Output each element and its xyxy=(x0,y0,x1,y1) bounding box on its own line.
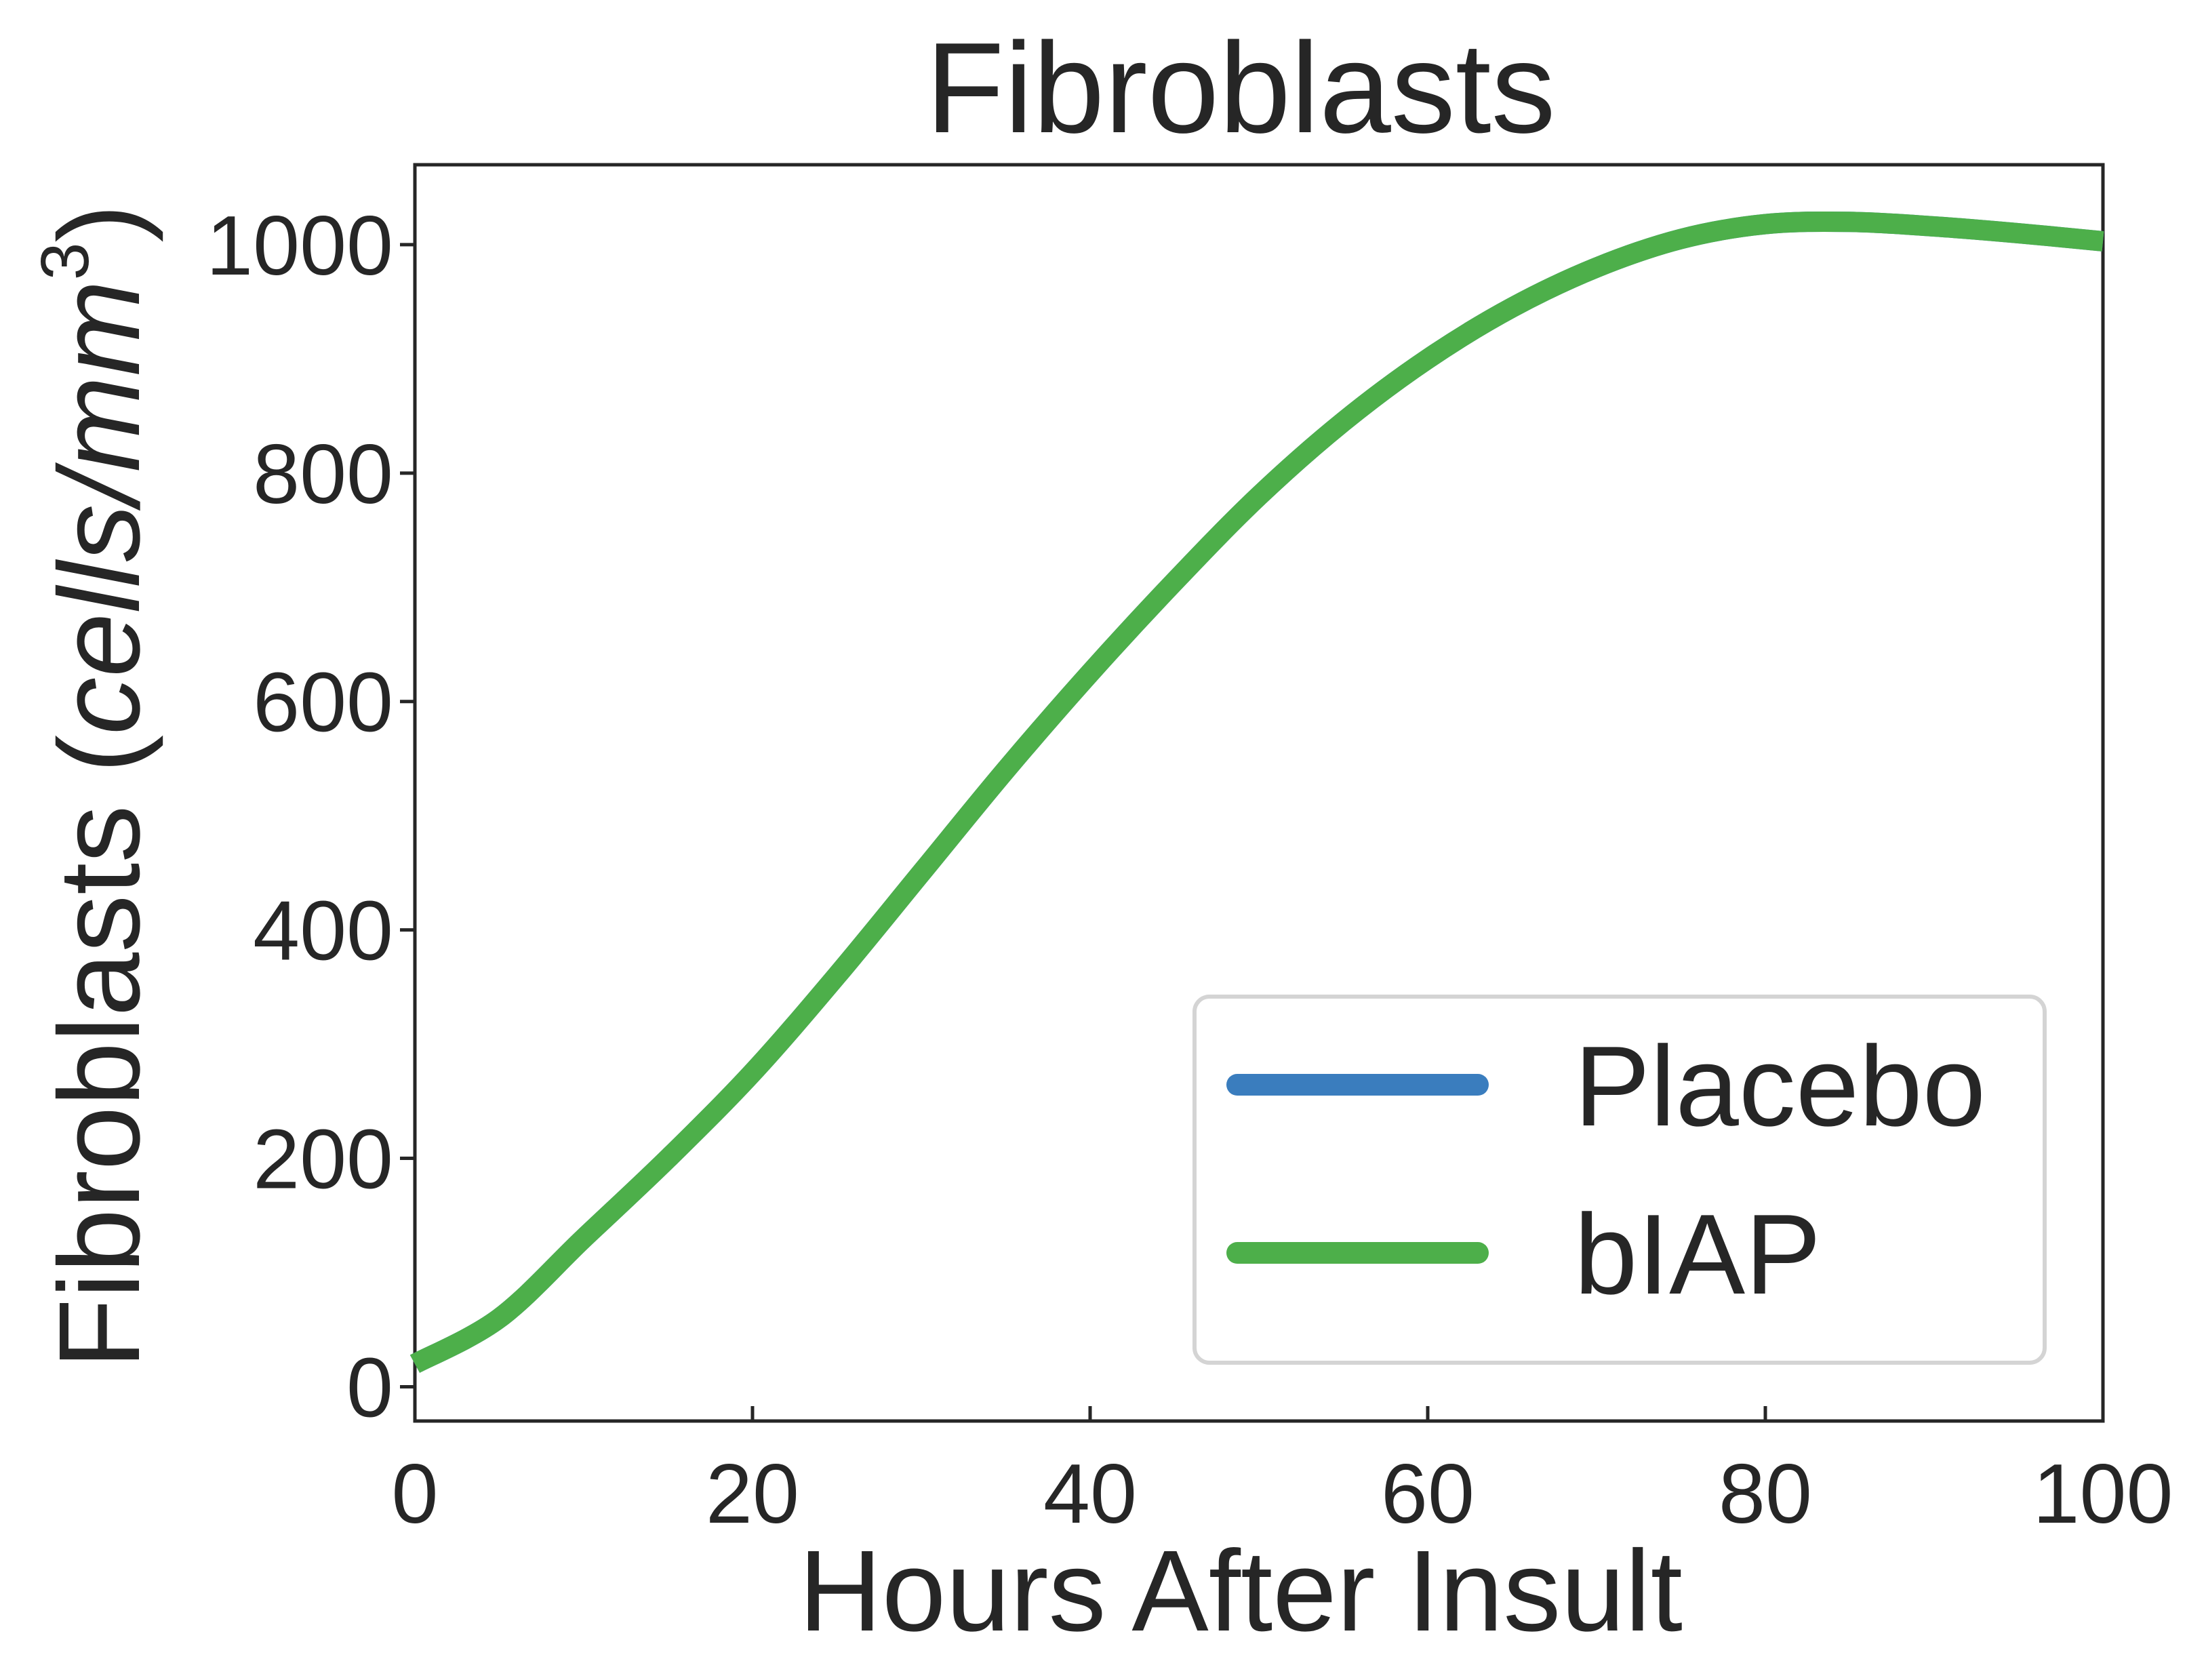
x-axis-label: Hours After Insult xyxy=(799,1527,1683,1656)
x-tick-label-80: 80 xyxy=(1719,1447,1812,1541)
y-tick-label-600: 600 xyxy=(253,656,393,750)
chart-title: Fibroblasts xyxy=(925,16,1555,160)
legend-label-biap: bIAP xyxy=(1574,1191,1821,1318)
x-tick-label-40: 40 xyxy=(1043,1447,1137,1541)
legend: Placebo bIAP xyxy=(1192,995,2047,1365)
x-tick-label-20: 20 xyxy=(706,1447,799,1541)
x-tick-label-60: 60 xyxy=(1381,1447,1475,1541)
y-tick-label-800: 800 xyxy=(253,428,393,521)
y-axis-label-exponent: 3 xyxy=(27,243,103,281)
legend-label-placebo: Placebo xyxy=(1574,1022,1986,1150)
series-line-biap xyxy=(409,211,2104,1374)
y-axis-label-close: ) xyxy=(35,204,164,243)
y-tick-label-200: 200 xyxy=(253,1113,393,1207)
axes-frame xyxy=(413,163,2105,1423)
y-tick-label-400: 400 xyxy=(253,885,393,978)
y-axis-label-main: Fibroblasts ( xyxy=(35,735,164,1369)
y-axis-label-unit: cells/mm xyxy=(35,280,164,735)
y-tick-label-1000: 1000 xyxy=(206,199,393,293)
y-axis-label: Fibroblasts (cells/mm3) xyxy=(27,204,164,1369)
y-tick-label-0: 0 xyxy=(346,1341,393,1435)
x-tick-label-0: 0 xyxy=(392,1447,439,1541)
x-tick-label-100: 100 xyxy=(2033,1447,2173,1541)
